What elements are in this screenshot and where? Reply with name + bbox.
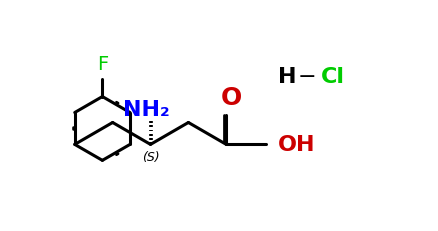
Text: NH₂: NH₂ [123,99,170,119]
Text: H: H [277,66,295,86]
Text: OH: OH [277,135,315,155]
Text: O: O [220,85,241,109]
Text: −: − [297,66,315,86]
Text: Cl: Cl [320,66,344,86]
Text: (S): (S) [141,151,159,164]
Text: F: F [96,54,108,73]
